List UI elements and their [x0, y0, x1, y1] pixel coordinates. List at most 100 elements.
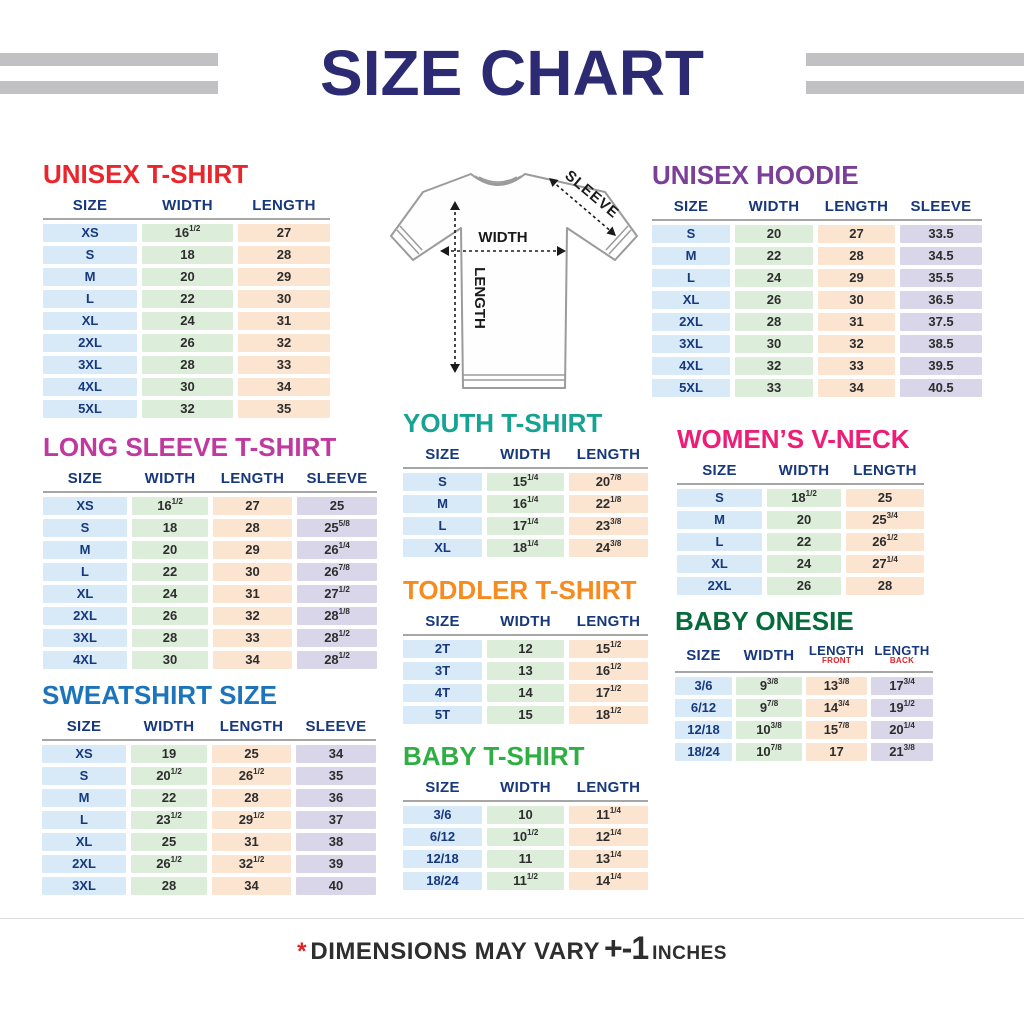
column-header: LENGTH	[569, 779, 648, 796]
table-row: M 22 28 36	[42, 789, 376, 807]
value-cell: 35.5	[900, 269, 982, 287]
size-cell: 3XL	[43, 629, 127, 647]
value-cell: 121/4	[569, 828, 648, 846]
size-cell: M	[652, 247, 730, 265]
table-body: S 20 27 33.5 M 22 28 34.5 L 24 29 35.5 XL 26 30 36.5 2XL…	[652, 225, 982, 397]
table-body: S 151/4 207/8 M 161/4 221/8 L 171/4 233/8 XL 181/4…	[403, 473, 648, 557]
value-cell: 111/4	[569, 806, 648, 824]
value-cell: 161/2	[132, 497, 208, 515]
size-cell: L	[677, 533, 762, 551]
table-row: 2XL 26 32 281/8	[43, 607, 377, 625]
size-cell: M	[43, 541, 127, 559]
column-header: WIDTH	[767, 462, 841, 479]
size-cell: XS	[43, 224, 137, 242]
value-cell: 93/8	[736, 677, 802, 695]
value-cell: 207/8	[569, 473, 648, 491]
value-cell: 22	[131, 789, 207, 807]
column-header: WIDTH	[736, 647, 802, 664]
column-header-label: SLEEVE	[305, 717, 367, 735]
page-title: SIZE CHART	[320, 37, 704, 109]
column-header-label: SLEEVE	[306, 469, 368, 487]
column-header-label: LENGTH	[824, 197, 889, 215]
value-cell: 28	[846, 577, 924, 595]
column-header-label: SIZE	[673, 197, 709, 215]
column-header-sublabel: BACK	[889, 656, 915, 665]
table-row: 12/18 11 131/4	[403, 850, 648, 868]
size-cell: XS	[43, 497, 127, 515]
column-header-label: SIZE	[425, 778, 460, 796]
size-cell: 3XL	[652, 335, 730, 353]
table-row: 18/24 111/2 141/4	[403, 872, 648, 890]
column-header-label: SIZE	[686, 646, 721, 664]
value-cell: 26	[767, 577, 841, 595]
section-title: YOUTH T-SHIRT	[403, 408, 603, 438]
column-header-label: SIZE	[67, 469, 103, 487]
value-cell: 38	[296, 833, 376, 851]
size-cell: S	[677, 489, 762, 507]
section-title: SWEATSHIRT SIZE	[42, 680, 277, 710]
table-row: 5XL 32 35	[43, 400, 330, 418]
sleeve-arrowhead-end	[606, 226, 616, 236]
section-title: TODDLER T-SHIRT	[403, 575, 637, 605]
column-header-label: LENGTH	[576, 778, 641, 796]
size-cell: 18/24	[403, 872, 482, 890]
value-cell: 31	[213, 585, 292, 603]
section-youth-tshirt: YOUTH T-SHIRT SIZE WIDTH LENGTH S 151/4 207/8…	[403, 409, 648, 557]
length-arrowhead-top	[450, 201, 460, 210]
size-cell: 4XL	[43, 651, 127, 669]
value-cell: 22	[132, 563, 208, 581]
table-row: 3/6 93/8 133/8 173/4	[675, 677, 933, 695]
column-header: WIDTH	[142, 197, 233, 214]
left-cuff-line	[396, 225, 423, 255]
column-header-label: WIDTH	[743, 646, 795, 664]
table-header-row: SIZE WIDTH LENGTH SLEEVE	[42, 716, 376, 741]
size-cell: L	[43, 290, 137, 308]
value-cell: 10	[487, 806, 564, 824]
size-cell: 6/12	[403, 828, 482, 846]
right-cuff-line	[605, 225, 632, 255]
table-row: 6/12 101/2 121/4	[403, 828, 648, 846]
value-cell: 143/4	[806, 699, 867, 717]
value-cell: 267/8	[297, 563, 377, 581]
table-row: 6/12 97/8 143/4 191/2	[675, 699, 933, 717]
size-cell: M	[677, 511, 762, 529]
value-cell: 22	[142, 290, 233, 308]
table-header-row: SIZE WIDTH LENGTH	[43, 195, 330, 220]
value-cell: 22	[767, 533, 841, 551]
value-cell: 33.5	[900, 225, 982, 243]
table-row: 12/18 103/8 157/8 201/4	[675, 721, 933, 739]
value-cell: 103/8	[736, 721, 802, 739]
size-cell: 18/24	[675, 743, 732, 761]
size-cell: 3T	[403, 662, 482, 680]
value-cell: 35	[238, 400, 330, 418]
value-cell: 17	[806, 743, 867, 761]
section-unisex-tshirt: UNISEX T-SHIRT SIZE WIDTH LENGTH XS 161/2 27 S…	[43, 160, 330, 418]
value-cell: 18	[132, 519, 208, 537]
table-row: S 181/2 25	[677, 489, 924, 507]
footer-plus-minus: +-1	[603, 930, 649, 966]
table-header-row: SIZE WIDTH LENGTH	[677, 460, 924, 485]
size-cell: XL	[677, 555, 762, 573]
table-row: S 151/4 207/8	[403, 473, 648, 491]
value-cell: 36.5	[900, 291, 982, 309]
value-cell: 34	[238, 378, 330, 396]
table-row: 2XL 28 31 37.5	[652, 313, 982, 331]
size-cell: 5T	[403, 706, 482, 724]
collar-rib-line	[478, 176, 518, 183]
column-header: SLEEVE	[296, 718, 376, 735]
column-header-label: LENGTH	[874, 643, 930, 658]
tshirt-measurement-diagram: WIDTH LENGTH SLEEVE	[390, 167, 638, 389]
table-row: 2XL 261/2 321/2 39	[42, 855, 376, 873]
value-cell: 25	[212, 745, 291, 763]
hem-lines	[463, 374, 566, 381]
table-body: XS 161/2 27 S 18 28 M 20 29 L 22 30 XL 24 31 2XL 26 32 3XL…	[43, 224, 330, 418]
value-cell: 40.5	[900, 379, 982, 397]
table-row: 3XL 28 33	[43, 356, 330, 374]
value-cell: 20	[142, 268, 233, 286]
column-header: WIDTH	[735, 198, 813, 215]
column-header: LENGTH	[212, 718, 291, 735]
value-cell: 31	[212, 833, 291, 851]
column-header: WIDTH	[487, 613, 564, 630]
section-toddler-tshirt: TODDLER T-SHIRT SIZE WIDTH LENGTH 2T 12 151/2…	[403, 576, 648, 724]
column-header-label: WIDTH	[143, 717, 195, 735]
